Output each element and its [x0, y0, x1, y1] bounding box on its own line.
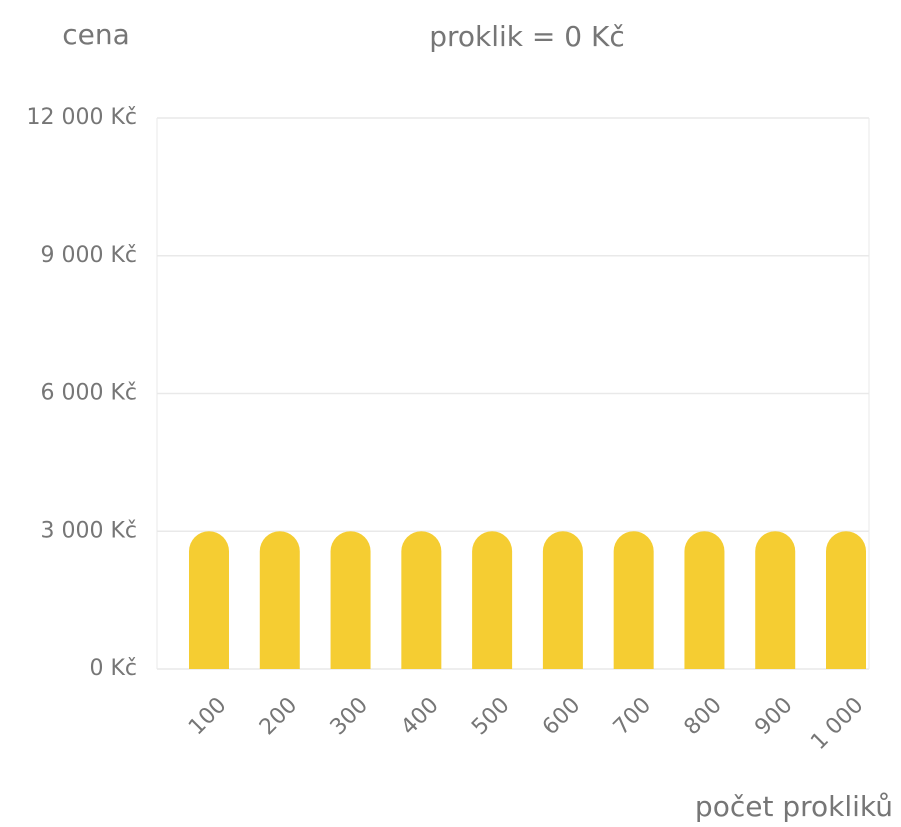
- x-tick-label: 300: [326, 693, 373, 740]
- bar: [189, 531, 229, 669]
- y-tick-label: 3 000 Kč: [41, 518, 138, 543]
- bar: [613, 531, 654, 669]
- bar: [684, 531, 725, 669]
- x-tick-label: 400: [396, 693, 443, 740]
- y-tick-label: 12 000 Kč: [27, 105, 138, 130]
- y-tick-label: 9 000 Kč: [41, 243, 138, 268]
- x-tick-label: 700: [609, 693, 656, 740]
- x-tick-label: 200: [255, 693, 302, 740]
- bar: [330, 531, 371, 669]
- bar: [542, 531, 583, 669]
- bar: [401, 531, 442, 669]
- x-tick-label: 1 000: [806, 693, 868, 755]
- bar: [826, 531, 866, 669]
- y-axis-label: cena: [62, 18, 130, 51]
- x-axis-label: počet prokliků: [695, 790, 893, 823]
- bar: [755, 531, 796, 669]
- x-tick-label: 600: [538, 693, 585, 740]
- x-tick-label: 100: [184, 693, 231, 740]
- bar: [472, 531, 513, 669]
- x-tick-label: 500: [467, 693, 514, 740]
- x-tick-label: 900: [750, 693, 797, 740]
- x-tick-label: 800: [680, 693, 727, 740]
- y-tick-label: 6 000 Kč: [41, 381, 138, 406]
- y-tick-label: 0 Kč: [89, 656, 137, 681]
- chart-title: proklik = 0 Kč: [429, 20, 625, 53]
- bar: [259, 531, 300, 669]
